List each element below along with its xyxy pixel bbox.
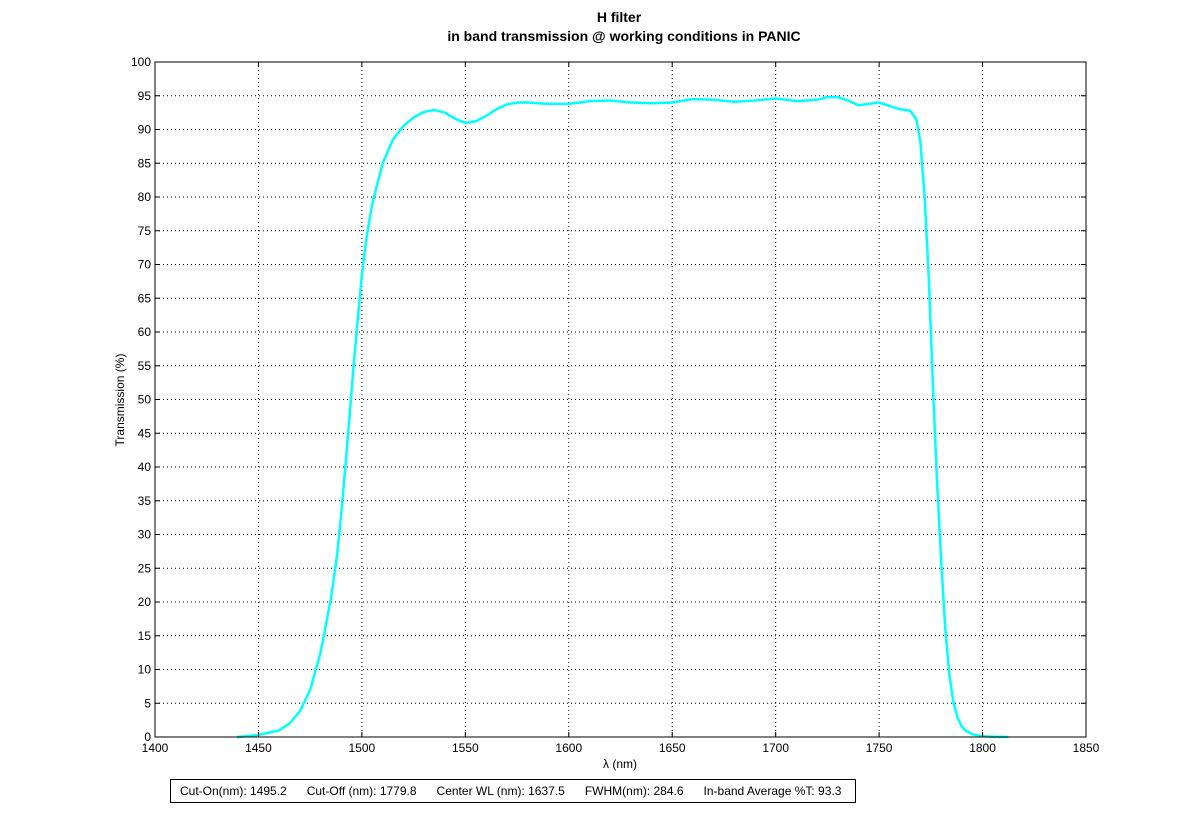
series-line: [236, 95, 1009, 739]
y-tick-label: 85: [138, 156, 152, 170]
chart-subtitle: in band transmission @ working condition…: [447, 28, 800, 44]
y-tick-label: 30: [138, 528, 152, 542]
y-tick-label: 0: [144, 730, 151, 744]
y-tick-label: 70: [138, 258, 152, 272]
stat-cut-on: Cut-On(nm): 1495.2: [180, 784, 287, 798]
chart-title: H filter: [597, 9, 642, 25]
stat-cut-off: Cut-Off (nm): 1779.8: [306, 784, 417, 798]
y-tick-label: 10: [138, 663, 152, 677]
grid: [155, 62, 1086, 737]
y-tick-label: 45: [138, 426, 152, 440]
x-tick-label: 1500: [349, 741, 376, 755]
y-tick-label: 25: [138, 561, 152, 575]
y-tick-label: 20: [138, 595, 152, 609]
y-tick-label: 40: [138, 460, 152, 474]
y-axis-label: Transmission (%): [113, 354, 127, 447]
stat-center-wl: Center WL (nm): 1637.5: [436, 784, 565, 798]
x-tick-label: 1450: [245, 741, 272, 755]
y-tick-label: 65: [138, 291, 152, 305]
y-tick-label: 55: [138, 359, 152, 373]
x-tick-label: 1400: [142, 741, 169, 755]
x-axis-label: λ (nm): [603, 757, 637, 771]
y-tick-label: 5: [144, 696, 151, 710]
y-tick-label: 15: [138, 629, 152, 643]
y-tick-label: 60: [138, 325, 152, 339]
y-tick-label: 100: [131, 55, 151, 69]
series-layer: [236, 95, 1009, 739]
x-tick-label: 1600: [555, 741, 582, 755]
y-tick-label: 35: [138, 494, 152, 508]
x-tick-label: 1550: [452, 741, 479, 755]
y-tick-label: 95: [138, 89, 152, 103]
stat-inband-average: In-band Average %T: 93.3: [703, 784, 842, 798]
x-tick-label: 1800: [969, 741, 996, 755]
stats-box: Cut-On(nm): 1495.2 Cut-Off (nm): 1779.8 …: [170, 779, 856, 803]
x-tick-label: 1850: [1073, 741, 1100, 755]
y-tick-label: 50: [138, 393, 152, 407]
y-tick-label: 75: [138, 224, 152, 238]
plot-area: [155, 62, 1086, 737]
stat-fwhm: FWHM(nm): 284.6: [584, 784, 684, 798]
y-tick-label: 80: [138, 190, 152, 204]
ticks: 1400 1450 1500 1550 1600 1650 1700 1750 1800 1850…: [131, 55, 1100, 755]
y-tick-label: 90: [138, 123, 152, 137]
x-tick-label: 1750: [866, 741, 893, 755]
x-tick-label: 1650: [659, 741, 686, 755]
x-tick-label: 1700: [762, 741, 789, 755]
